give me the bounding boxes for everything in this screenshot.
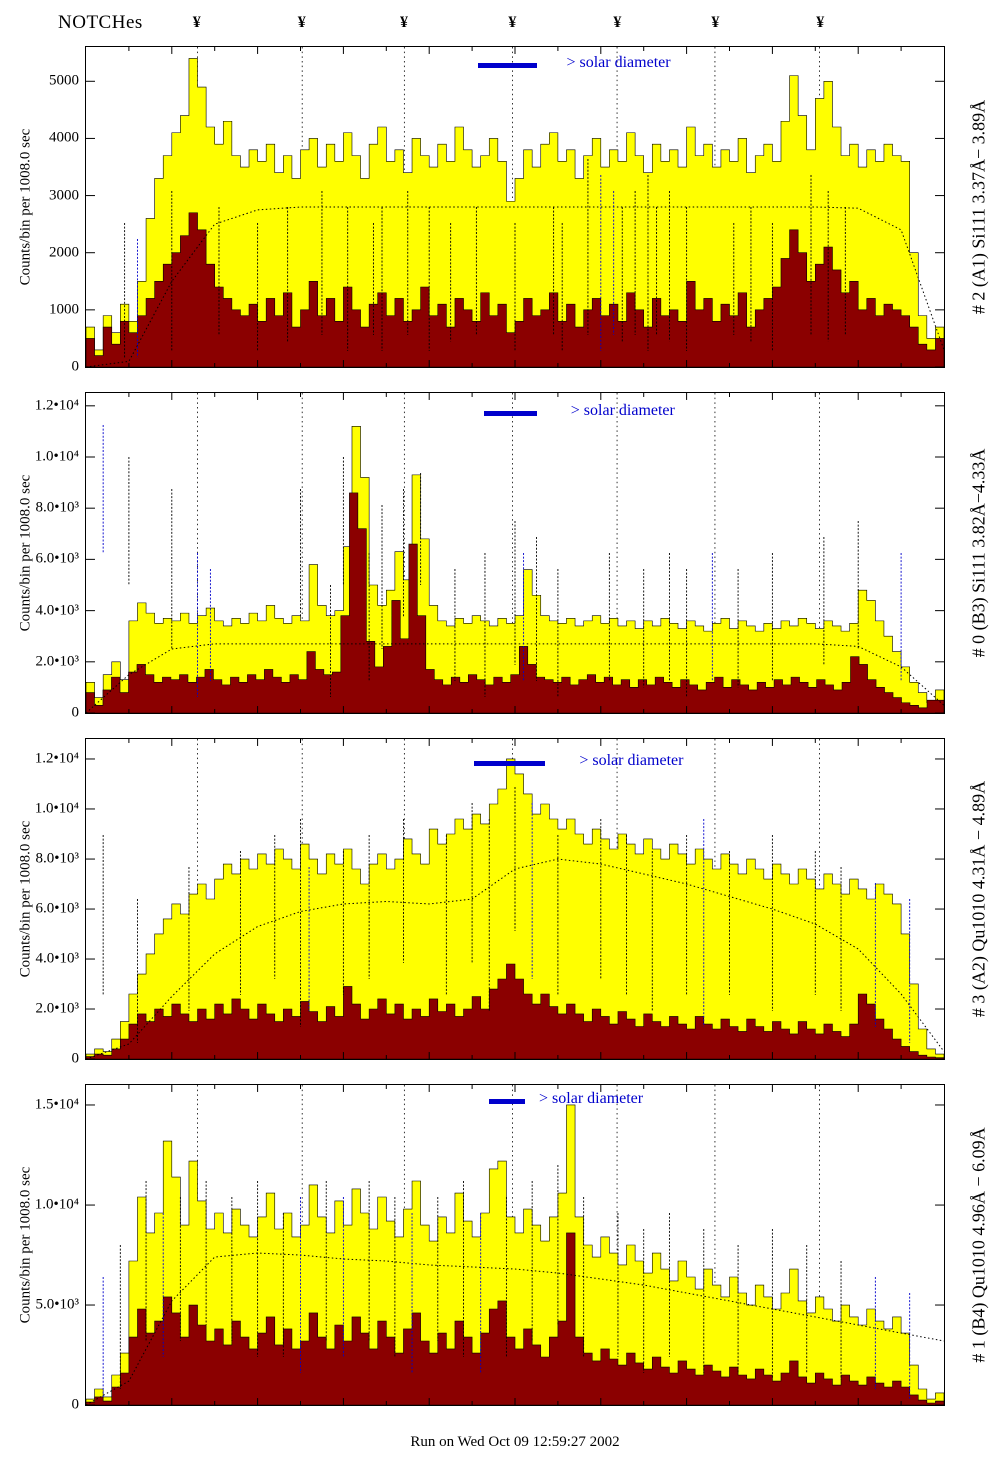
y-tick-label: 2.0•10³ (35, 653, 80, 670)
panel-1-solar-bar (478, 63, 538, 68)
panel-1: 0 1000 2000 3000 4000 5000 Counts/bin per 100… (18, 46, 989, 375)
panel-3-solar-label: > solar diameter (579, 752, 684, 769)
y-tick-label: 1.0•10⁴ (34, 448, 79, 465)
histogram-total (86, 425, 944, 713)
panel-1-solar-label: > solar diameter (566, 54, 671, 71)
y-tick-label: 0 (71, 1050, 80, 1067)
panel-2-y-axis-title: Counts/bin per 1008.0 sec (17, 474, 34, 632)
y-tick-label: 5000 (49, 72, 79, 89)
panel-2-right-label: # 0 (B3) Si111 3.82Å−4.33Å (968, 448, 989, 658)
histogram-core (86, 963, 944, 1059)
y-tick-label: 4.0•10³ (35, 602, 80, 619)
panel-4: 0 5.0•10³ 1.0•10⁴ 1.5•10⁴ Counts/bin per 10… (18, 1084, 989, 1413)
panel-3: 0 2.0•10³ 4.0•10³ 6.0•10³ 8.0•10³ 1.0•10⁴ 1.2•… (18, 738, 989, 1067)
panel-2-frame: 0 2.0•10³ 4.0•10³ 6.0•10³ 8.0•10³ 1.0•10⁴ 1.2•… (18, 392, 989, 721)
panel-1-frame: 0 1000 2000 3000 4000 5000 Counts/bin per 100… (18, 46, 989, 375)
panel-3-frame: 0 2.0•10³ 4.0•10³ 6.0•10³ 8.0•10³ 1.0•10⁴ 1.2•… (18, 738, 989, 1067)
notch-marker: ¥ (297, 14, 306, 31)
panel-3-plot (86, 739, 944, 1059)
panel-1-plot (86, 47, 944, 367)
y-tick-label: 0 (71, 1396, 80, 1413)
notch-marker: ¥ (711, 14, 720, 31)
y-tick-label: 1.2•10⁴ (34, 750, 79, 767)
panel-2: 0 2.0•10³ 4.0•10³ 6.0•10³ 8.0•10³ 1.0•10⁴ 1.2•… (18, 392, 989, 721)
panel-4-frame: 0 5.0•10³ 1.0•10⁴ 1.5•10⁴ Counts/bin per 10… (18, 1084, 989, 1413)
sensitivity-envelope (86, 1252, 944, 1405)
sensitivity-envelope (86, 858, 944, 1059)
panel-2-solar-label: > solar diameter (570, 402, 675, 419)
y-tick-label: 2000 (49, 244, 79, 261)
panel-1-right-label: # 2 (A1) Si111 3.37Å− 3.89Å (968, 99, 989, 315)
notch-marker: ¥ (192, 14, 201, 31)
y-tick-label: 3000 (49, 187, 79, 204)
panel-1-y-axis-title: Counts/bin per 1008.0 sec (17, 128, 34, 286)
notch-marker: ¥ (816, 14, 825, 31)
panel-2-plot (86, 393, 944, 713)
notch-marker: ¥ (400, 14, 409, 31)
notch-markers: NOTCHes ¥ ¥ ¥ ¥ ¥ ¥ ¥ (0, 0, 1004, 46)
y-tick-label: 4000 (49, 129, 79, 146)
panel-2-solar-bar (484, 411, 538, 416)
y-tick-label: 1000 (49, 301, 79, 318)
panel-3-right-label: # 3 (A2) Qu1010 4.31Å − 4.89Å (968, 780, 989, 1018)
y-tick-label: 1.5•10⁴ (34, 1096, 79, 1113)
panel-3-y-axis-title: Counts/bin per 1008.0 sec (17, 820, 34, 978)
y-tick-label: 8.0•10³ (35, 850, 80, 867)
histogram-total (86, 58, 944, 367)
notch-marker: ¥ (613, 14, 622, 31)
y-tick-label: 4.0•10³ (35, 950, 80, 967)
y-tick-label: 0 (71, 358, 80, 375)
y-tick-label: 6.0•10³ (35, 900, 80, 917)
panel-4-plot (86, 1085, 944, 1405)
y-tick-label: 1.0•10⁴ (34, 1196, 79, 1213)
run-timestamp: Run on Wed Oct 09 12:59:27 2002 (410, 1434, 620, 1450)
histogram-core (86, 492, 944, 713)
y-tick-label: 0 (71, 704, 80, 721)
y-tick-label: 1.2•10⁴ (34, 397, 79, 414)
notch-marker: ¥ (508, 14, 517, 31)
panel-3-solar-bar (473, 761, 546, 766)
panel-4-right-label: # 1 (B4) Qu1010 4.96Å − 6.09Å (968, 1127, 989, 1363)
panel-4-solar-label: > solar diameter (539, 1090, 644, 1107)
notches-title: NOTCHes (58, 12, 143, 33)
y-tick-label: 8.0•10³ (35, 499, 80, 516)
panel-4-solar-bar (489, 1099, 526, 1104)
sensitivity-envelope (86, 206, 944, 367)
y-tick-label: 2.0•10³ (35, 1000, 80, 1017)
y-tick-label: 6.0•10³ (35, 550, 80, 567)
y-tick-label: 5.0•10³ (35, 1296, 80, 1313)
panel-4-y-axis-title: Counts/bin per 1008.0 sec (17, 1166, 34, 1324)
y-tick-label: 1.0•10⁴ (34, 800, 79, 817)
